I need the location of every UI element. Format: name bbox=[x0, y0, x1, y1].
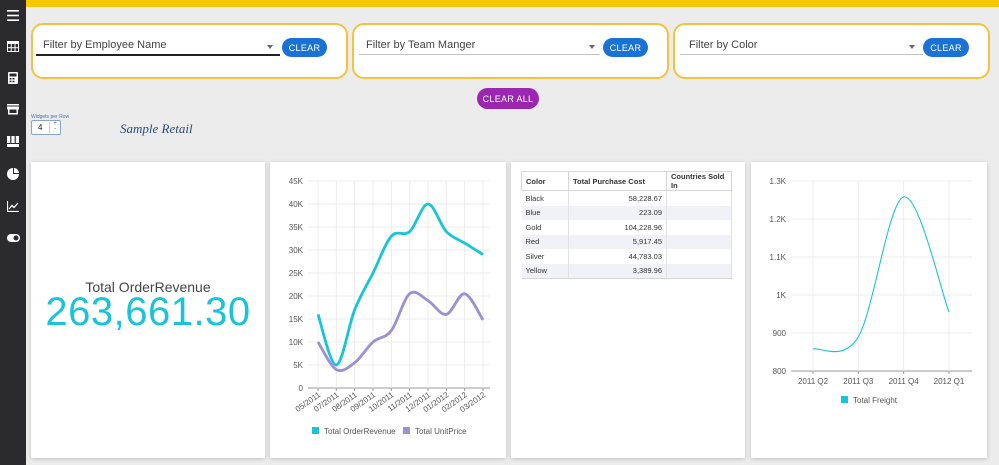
line-chart-card: 0 5K 10K 15K 20K 25K 30K 35K 40K 45K 05/2011 07/201… bbox=[270, 162, 506, 458]
table-row: Silver 44,783.03 bbox=[521, 249, 732, 264]
dashboard-title: Sample Retail bbox=[120, 121, 193, 136]
table-cell: Silver bbox=[521, 249, 569, 264]
y-tick-label: 20K bbox=[289, 292, 304, 301]
chevron-down-icon[interactable] bbox=[589, 45, 595, 49]
column-header[interactable]: Countries Sold In bbox=[666, 171, 732, 191]
table-cell: 223.09 bbox=[568, 205, 667, 220]
table-cell: Black bbox=[521, 190, 569, 206]
table-cell: Gold bbox=[521, 220, 569, 235]
widgets-per-row-input[interactable]: 4 + - bbox=[31, 120, 61, 135]
chevron-down-icon[interactable] bbox=[267, 45, 273, 49]
sidebar bbox=[0, 0, 26, 465]
line-chart-icon[interactable] bbox=[5, 198, 21, 214]
table-row: Yellow 3,389.96 bbox=[521, 263, 732, 279]
table-cell: Blue bbox=[521, 205, 569, 220]
y-tick-label: 40K bbox=[289, 200, 304, 209]
table-row: Red 5,917.45 bbox=[521, 234, 732, 249]
legend-swatch bbox=[312, 427, 319, 434]
table-cell bbox=[666, 249, 732, 264]
x-tick-label: 2011 Q4 bbox=[889, 377, 920, 386]
clear-all-button[interactable]: CLEAR ALL bbox=[477, 88, 539, 109]
y-tick-label: 1.2K bbox=[770, 215, 787, 224]
x-tick-label: 2012 Q1 bbox=[934, 377, 965, 386]
freight-chart: 800 900 1K 1.1K 1.2K 1.3K 2011 Q2 2011 Q3 2011 Q… bbox=[770, 177, 972, 405]
table-cell: 5,917.45 bbox=[568, 234, 667, 249]
widgets-per-row-value[interactable]: 4 bbox=[38, 123, 43, 132]
filter-employee-underline bbox=[36, 54, 280, 56]
y-tick-label: 1.3K bbox=[770, 177, 787, 186]
menu-icon[interactable] bbox=[5, 7, 21, 23]
grid-icon[interactable] bbox=[5, 133, 21, 149]
table-cell bbox=[666, 234, 732, 249]
y-tick-label: 1K bbox=[776, 291, 786, 300]
purchase-cost-table: Color Total Purchase Cost Countries Sold… bbox=[521, 171, 732, 279]
y-tick-label: 35K bbox=[289, 223, 304, 232]
filter-color: Filter by Color CLEAR bbox=[673, 23, 990, 79]
series-line bbox=[812, 196, 950, 353]
x-tick-label: 2011 Q3 bbox=[843, 377, 874, 386]
table-header-row: Color Total Purchase Cost Countries Sold… bbox=[521, 171, 732, 191]
filter-employee-placeholder[interactable]: Filter by Employee Name bbox=[43, 39, 167, 51]
revenue-unitprice-chart: 05K10K15K20K25K30K35K40K45K05/201107/201… bbox=[289, 177, 490, 436]
filter-employee-name: Filter by Employee Name CLEAR bbox=[31, 23, 348, 79]
column-header[interactable]: Color bbox=[521, 171, 569, 191]
legend-swatch bbox=[403, 427, 410, 434]
spinner-icon[interactable]: + - bbox=[49, 121, 60, 133]
y-tick-label: 5K bbox=[293, 361, 303, 370]
legend-label: Total UnitPrice bbox=[415, 427, 467, 436]
store-icon[interactable] bbox=[5, 101, 21, 117]
clear-color-button[interactable]: CLEAR bbox=[923, 38, 969, 57]
y-tick-label: 10K bbox=[289, 338, 304, 347]
toggle-icon[interactable] bbox=[5, 230, 21, 246]
filter-team-underline bbox=[359, 54, 600, 55]
series-line bbox=[316, 202, 484, 367]
table-row: Black 58,228.67 bbox=[521, 190, 732, 206]
y-tick-label: 15K bbox=[289, 315, 304, 324]
y-tick-label: 30K bbox=[289, 246, 304, 255]
filter-color-underline bbox=[680, 54, 923, 55]
x-tick-label: 2011 Q2 bbox=[798, 377, 829, 386]
legend-label: Total Freight bbox=[853, 396, 898, 405]
kpi-card: Total OrderRevenue 263,661.30 bbox=[31, 162, 265, 458]
table-cell: Red bbox=[521, 234, 569, 249]
table-cell: 104,228.96 bbox=[568, 220, 667, 235]
table-cell bbox=[666, 205, 732, 220]
legend-swatch bbox=[841, 396, 848, 403]
table-cell: Yellow bbox=[521, 263, 569, 279]
table-cell: 3,389.96 bbox=[568, 263, 667, 279]
series-line bbox=[316, 290, 485, 373]
table-row: Blue 223.09 bbox=[521, 205, 732, 220]
legend-label: Total OrderRevenue bbox=[324, 427, 396, 436]
kpi-value: 263,661.30 bbox=[45, 290, 251, 334]
y-tick-label: 45K bbox=[289, 177, 304, 186]
clear-team-button[interactable]: CLEAR bbox=[603, 38, 648, 57]
table-cell: 58,228.67 bbox=[568, 190, 667, 206]
y-tick-label: 25K bbox=[289, 269, 304, 278]
table-cell bbox=[666, 263, 732, 279]
clear-employee-button[interactable]: CLEAR bbox=[282, 38, 327, 57]
table-cell bbox=[666, 190, 732, 206]
table-card: Color Total Purchase Cost Countries Sold… bbox=[511, 162, 745, 458]
filter-team-manager: Filter by Team Manger CLEAR bbox=[352, 23, 669, 79]
chevron-down-icon[interactable] bbox=[909, 45, 915, 49]
freight-chart-card: 800 900 1K 1.1K 1.2K 1.3K 2011 Q2 2011 Q3 2011 Q… bbox=[751, 162, 987, 458]
y-tick-label: 900 bbox=[773, 329, 787, 338]
table-row: Gold 104,228.96 bbox=[521, 220, 732, 235]
kpi-label: Total OrderRevenue bbox=[85, 279, 211, 295]
table-cell bbox=[666, 220, 732, 235]
filter-team-placeholder[interactable]: Filter by Team Manger bbox=[366, 39, 476, 51]
y-tick-label: 0 bbox=[299, 384, 304, 393]
table-cell: 44,783.03 bbox=[568, 249, 667, 264]
filter-color-placeholder[interactable]: Filter by Color bbox=[689, 39, 758, 51]
pie-chart-icon[interactable] bbox=[5, 166, 21, 182]
top-accent-bar bbox=[26, 0, 999, 7]
widgets-per-row-label: Widgets per Row bbox=[31, 114, 70, 120]
table-icon[interactable] bbox=[5, 38, 21, 54]
column-header[interactable]: Total Purchase Cost bbox=[568, 171, 667, 191]
y-tick-label: 1.1K bbox=[770, 253, 787, 262]
calculator-icon[interactable] bbox=[5, 70, 21, 86]
y-tick-label: 800 bbox=[773, 367, 787, 376]
